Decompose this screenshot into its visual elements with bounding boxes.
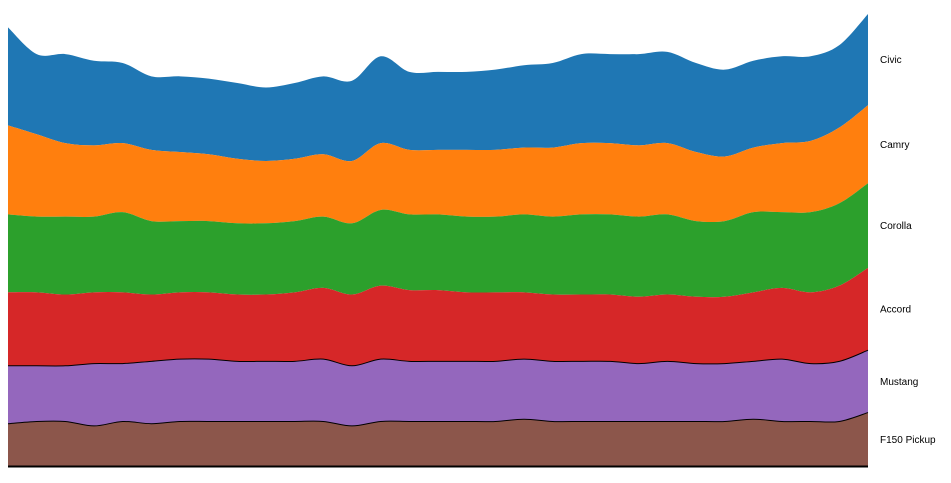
- area-mustang: [8, 350, 868, 426]
- area-camry: [8, 105, 868, 224]
- outline-mustang: [8, 349, 869, 367]
- legend: F150 Pickup Mustang Accord Corolla Camry Civi…: [880, 55, 936, 446]
- legend-label-camry: Camry: [880, 140, 909, 151]
- area-accord: [8, 267, 868, 366]
- area-corolla: [8, 183, 868, 298]
- legend-label-corolla: Corolla: [880, 221, 912, 232]
- legend-label-civic: Civic: [880, 55, 902, 66]
- area-f150-pickup: [8, 412, 868, 466]
- area-layers: [7, 14, 869, 466]
- area-civic: [8, 14, 868, 162]
- legend-label-f150-pickup: F150 Pickup: [880, 435, 936, 446]
- outline-f150-pickup: [7, 412, 869, 427]
- legend-label-accord: Accord: [880, 305, 911, 316]
- legend-label-mustang: Mustang: [880, 377, 918, 388]
